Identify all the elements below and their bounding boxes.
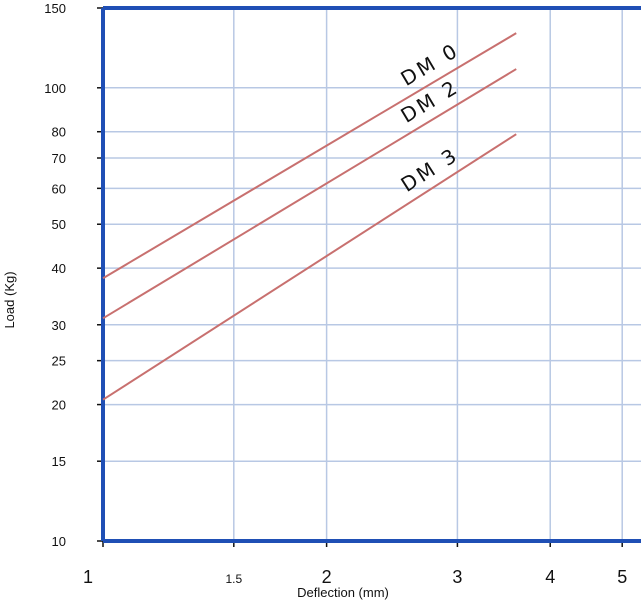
x-tick-label: 1.5	[225, 572, 242, 586]
y-tick-label: 25	[52, 354, 66, 369]
series-line-dm-2	[102, 68, 517, 320]
series-line-dm-0	[102, 32, 517, 280]
plot-frame	[101, 6, 641, 543]
x-tick-label: 1	[83, 567, 93, 587]
series-line-dm-3	[102, 133, 517, 401]
y-tick-label: 50	[52, 217, 66, 232]
y-tick-label: 150	[44, 1, 66, 16]
y-axis-title: Load (Kg)	[2, 271, 17, 328]
series-labels: DM 0DM 2DM 3	[396, 38, 463, 197]
x-tick-label: 3	[452, 567, 462, 587]
x-tick-label: 4	[545, 567, 555, 587]
x-tick-label: 2	[322, 567, 332, 587]
y-tick-label: 60	[52, 181, 66, 196]
y-tick-label: 70	[52, 151, 66, 166]
y-tick-label: 15	[52, 454, 66, 469]
grid-lines	[97, 7, 641, 547]
series-lines	[102, 32, 517, 401]
y-tick-label: 30	[52, 318, 66, 333]
y-tick-label: 40	[52, 261, 66, 276]
y-tick-label: 100	[44, 81, 66, 96]
y-tick-labels: 10 15 20 25 30 40 50 60 70 80 100 150	[44, 1, 66, 549]
y-tick-label: 80	[52, 125, 66, 140]
x-axis-title: Deflection (mm)	[297, 585, 389, 600]
y-tick-label: 10	[52, 534, 66, 549]
y-tick-label: 20	[52, 398, 66, 413]
x-tick-label: 5	[617, 567, 627, 587]
x-tick-labels: 1 1.5 2 3 4 5	[83, 567, 627, 587]
